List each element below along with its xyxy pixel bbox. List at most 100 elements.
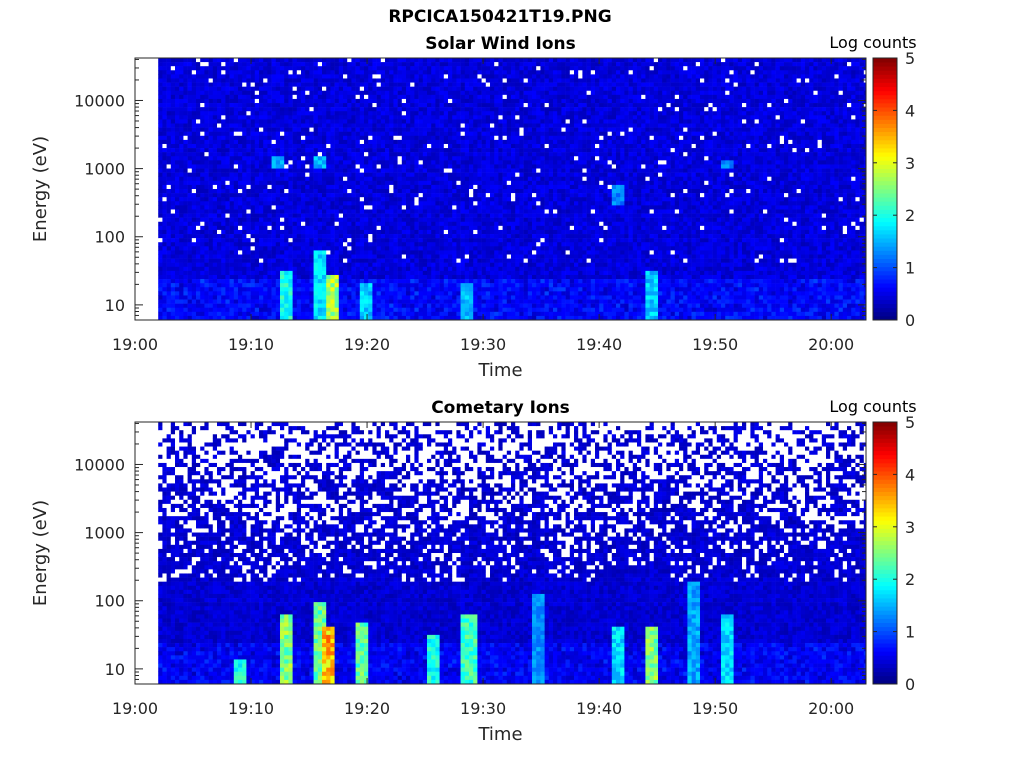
heatmap-cell (204, 95, 209, 99)
heatmap-cell (162, 238, 167, 242)
heatmap-cell (288, 308, 293, 312)
heatmap-cell (183, 111, 188, 115)
heatmap-cell (297, 283, 302, 287)
heatmap-cell (297, 78, 302, 82)
heatmap-cell (175, 132, 180, 136)
heatmap-cell (171, 255, 176, 259)
heatmap-cell (246, 128, 251, 132)
heatmap-cell (267, 160, 272, 164)
heatmap-cell (188, 259, 193, 263)
heatmap-cell (209, 263, 214, 267)
heatmap-cell (188, 287, 193, 291)
heatmap-cell (255, 234, 260, 238)
heatmap-cell (175, 250, 180, 254)
heatmap-cell (251, 173, 256, 177)
heatmap-cell (171, 205, 176, 209)
heatmap-cell (217, 189, 222, 193)
heatmap-cell (162, 234, 167, 238)
heatmap-cell (171, 148, 176, 152)
heatmap-cell (276, 312, 281, 316)
heatmap-cell (293, 201, 298, 205)
heatmap-cell (162, 222, 167, 226)
heatmap-cell (280, 107, 285, 111)
heatmap-cell (263, 283, 268, 287)
heatmap-cell (200, 144, 205, 148)
heatmap-cell (293, 263, 298, 267)
heatmap-cell (259, 156, 264, 160)
heatmap-cell (297, 136, 302, 140)
heatmap-cell (238, 205, 243, 209)
heatmap-cell (272, 246, 277, 250)
heatmap-cell (246, 99, 251, 103)
heatmap-cell (209, 74, 214, 78)
heatmap-cell (242, 263, 247, 267)
heatmap-cell (255, 287, 260, 291)
heatmap-cell (238, 287, 243, 291)
heatmap-cell (221, 308, 226, 312)
heatmap-cell (267, 164, 272, 168)
heatmap-cell (263, 144, 268, 148)
heatmap-cell (276, 177, 281, 181)
heatmap-cell (209, 234, 214, 238)
heatmap-cell (171, 242, 176, 246)
heatmap-cell (272, 103, 277, 107)
heatmap-cell (175, 242, 180, 246)
heatmap-cell (259, 304, 264, 308)
heatmap-cell (288, 238, 293, 242)
heatmap-cell (175, 152, 180, 156)
heatmap-cell (234, 111, 239, 115)
heatmap-cell (192, 132, 197, 136)
heatmap-cell (158, 128, 163, 132)
heatmap-cell (192, 189, 197, 193)
heatmap-cell (234, 238, 239, 242)
heatmap-cell (221, 209, 226, 213)
heatmap-cell (238, 230, 243, 234)
heatmap-cell (200, 283, 205, 287)
heatmap-cell (297, 95, 302, 99)
heatmap-cell (213, 230, 218, 234)
heatmap-cell (200, 271, 205, 275)
heatmap-cell (238, 87, 243, 91)
heatmap-cell (272, 230, 277, 234)
heatmap-cell (284, 124, 289, 128)
heatmap-cell (301, 107, 306, 111)
heatmap-cell (213, 152, 218, 156)
heatmap-cell (242, 160, 247, 164)
heatmap-cell (213, 295, 218, 299)
heatmap-cell (204, 308, 209, 312)
heatmap-cell (230, 148, 235, 152)
heatmap-cell (196, 148, 201, 152)
heatmap-cell (288, 107, 293, 111)
heatmap-cell (162, 83, 167, 87)
heatmap-cell (263, 193, 268, 197)
heatmap-cell (263, 74, 268, 78)
heatmap-cell (162, 205, 167, 209)
heatmap-cell (158, 209, 163, 213)
heatmap-cell (234, 128, 239, 132)
heatmap-cell (192, 287, 197, 291)
heatmap-cell (238, 83, 243, 87)
heatmap-cell (259, 205, 264, 209)
heatmap-cell (204, 160, 209, 164)
heatmap-cell (225, 128, 230, 132)
heatmap-cell (183, 70, 188, 74)
heatmap-cell (242, 132, 247, 136)
heatmap-cell (288, 214, 293, 218)
heatmap-cell (255, 300, 260, 304)
heatmap-cell (221, 185, 226, 189)
heatmap-cell (276, 144, 281, 148)
heatmap-cell (183, 300, 188, 304)
heatmap-cell (209, 230, 214, 234)
heatmap-cell (288, 287, 293, 291)
heatmap-cell (204, 70, 209, 74)
heatmap-cell (297, 218, 302, 222)
heatmap-cell (263, 312, 268, 316)
heatmap-cell (188, 205, 193, 209)
heatmap-cell (204, 271, 209, 275)
heatmap-cell (230, 283, 235, 287)
heatmap-cell (238, 312, 243, 316)
heatmap-cell (179, 148, 184, 152)
heatmap-cell (242, 275, 247, 279)
heatmap-cell (280, 275, 285, 279)
heatmap-cell (263, 304, 268, 308)
